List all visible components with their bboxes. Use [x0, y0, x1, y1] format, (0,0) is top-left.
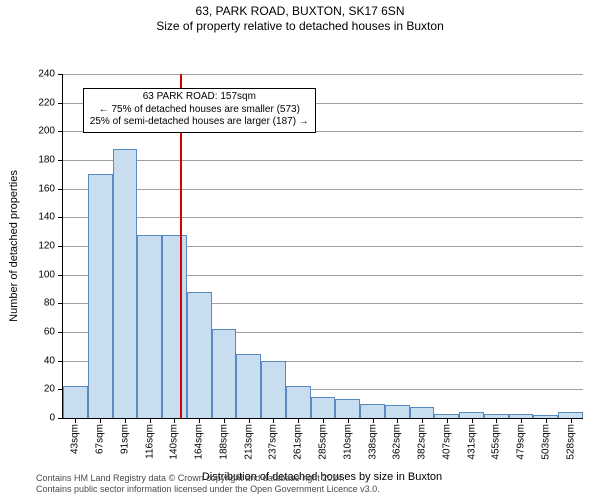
x-tick [323, 418, 324, 423]
histogram-bar [335, 399, 360, 418]
histogram-bar [212, 329, 237, 418]
x-tick-label: 407sqm [441, 424, 452, 460]
x-tick [348, 418, 349, 423]
annotation-line: 63 PARK ROAD: 157sqm [90, 91, 309, 104]
title-line-2: Size of property relative to detached ho… [0, 19, 600, 34]
annotation-line: 25% of semi-detached houses are larger (… [90, 116, 309, 129]
y-tick-label: 160 [38, 183, 63, 194]
x-tick [422, 418, 423, 423]
y-tick-label: 80 [44, 298, 63, 309]
histogram-bar [113, 149, 138, 418]
y-tick-label: 220 [38, 97, 63, 108]
x-tick [472, 418, 473, 423]
x-tick-label: 188sqm [218, 424, 229, 460]
gridline [63, 189, 583, 190]
footer: Contains HM Land Registry data © Crown c… [36, 473, 380, 496]
y-axis-label: Number of detached properties [8, 170, 20, 322]
plot-wrap: 0 20 40 60 80 100 120 140 160 180 200 220 240 43sqm 67… [0, 34, 600, 494]
x-tick-label: 479sqm [516, 424, 527, 460]
x-tick-label: 213sqm [243, 424, 254, 460]
x-tick [571, 418, 572, 423]
x-tick [174, 418, 175, 423]
x-tick-label: 261sqm [293, 424, 304, 460]
histogram-bar [187, 292, 212, 418]
histogram-bar [286, 386, 311, 418]
y-tick-label: 0 [49, 413, 63, 424]
x-tick-label: 116sqm [144, 424, 155, 459]
x-tick-label: 503sqm [540, 424, 551, 460]
x-tick-label: 43sqm [70, 424, 81, 454]
x-tick [199, 418, 200, 423]
histogram-bar [137, 235, 162, 418]
x-tick [397, 418, 398, 423]
x-tick-label: 164sqm [194, 424, 205, 460]
x-tick-label: 237sqm [268, 424, 279, 460]
histogram-bar [63, 386, 88, 418]
histogram-bar [385, 405, 410, 418]
x-tick-label: 362sqm [392, 424, 403, 460]
x-tick-label: 528sqm [565, 424, 576, 460]
x-tick-label: 140sqm [169, 424, 180, 460]
y-tick-label: 180 [38, 155, 63, 166]
histogram-bar [311, 397, 336, 419]
x-tick-label: 431sqm [466, 424, 477, 460]
annotation-line: ← 75% of detached houses are smaller (57… [90, 104, 309, 117]
x-tick [373, 418, 374, 423]
footer-line-2: Contains public sector information licen… [36, 484, 380, 496]
x-tick-label: 455sqm [491, 424, 502, 460]
histogram-bar [261, 361, 286, 418]
x-tick [496, 418, 497, 423]
histogram-bar [236, 354, 261, 419]
y-tick-label: 40 [44, 355, 63, 366]
gridline [63, 217, 583, 218]
x-tick [447, 418, 448, 423]
x-tick-label: 310sqm [342, 424, 353, 460]
y-tick-label: 200 [38, 126, 63, 137]
y-tick-label: 240 [38, 69, 63, 80]
gridline [63, 74, 583, 75]
x-tick [150, 418, 151, 423]
title-line-1: 63, PARK ROAD, BUXTON, SK17 6SN [0, 4, 600, 19]
x-tick-label: 67sqm [95, 424, 106, 454]
x-tick-label: 382sqm [417, 424, 428, 460]
y-tick-label: 140 [38, 212, 63, 223]
y-tick-label: 60 [44, 327, 63, 338]
x-tick [224, 418, 225, 423]
x-tick [75, 418, 76, 423]
annotation-box: 63 PARK ROAD: 157sqm← 75% of detached ho… [83, 88, 316, 133]
plot-area: 02040608010012014016018020022024043sqm67… [62, 74, 583, 419]
x-tick [298, 418, 299, 423]
histogram-bar [360, 404, 385, 418]
x-tick [546, 418, 547, 423]
x-tick [100, 418, 101, 423]
chart-titles: 63, PARK ROAD, BUXTON, SK17 6SN Size of … [0, 0, 600, 34]
y-tick-label: 20 [44, 384, 63, 395]
x-tick-label: 285sqm [318, 424, 329, 460]
x-tick [273, 418, 274, 423]
y-tick-label: 120 [38, 241, 63, 252]
x-tick [125, 418, 126, 423]
histogram-bar [162, 235, 187, 418]
histogram-bar [88, 174, 113, 418]
footer-line-1: Contains HM Land Registry data © Crown c… [36, 473, 380, 485]
gridline [63, 160, 583, 161]
y-tick-label: 100 [38, 269, 63, 280]
x-tick [249, 418, 250, 423]
x-tick [521, 418, 522, 423]
x-tick-label: 338sqm [367, 424, 378, 460]
histogram-bar [410, 407, 435, 418]
x-tick-label: 91sqm [119, 424, 130, 454]
